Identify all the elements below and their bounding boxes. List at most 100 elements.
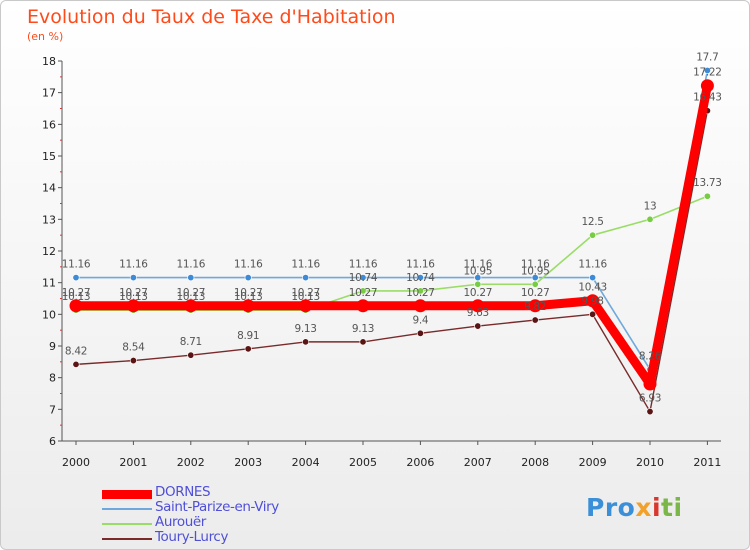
data-label: 11.16 (521, 259, 550, 271)
data-label: 8.91 (237, 330, 259, 342)
series-layer (69, 67, 714, 416)
x-tick-label: 2011 (693, 456, 721, 469)
data-point (359, 338, 367, 346)
x-tick-label: 2006 (406, 456, 434, 469)
data-label: 10.13 (177, 291, 206, 303)
data-point (302, 274, 310, 282)
x-tick-label: 2005 (349, 456, 377, 469)
data-label: 10.27 (234, 287, 263, 299)
data-point (646, 215, 654, 223)
data-point (302, 338, 310, 346)
data-label: 10.13 (119, 291, 148, 303)
data-label: 11.16 (349, 259, 378, 271)
data-point (241, 299, 255, 313)
x-tick-label: 2003 (234, 456, 262, 469)
data-label: 9.82 (524, 301, 546, 313)
data-label: 6.93 (639, 393, 661, 405)
data-label: 10.27 (119, 287, 148, 299)
data-point (187, 351, 195, 359)
data-label: 10.13 (234, 291, 263, 303)
data-point (356, 299, 370, 313)
data-point (69, 299, 83, 313)
data-point (646, 408, 654, 416)
data-label: 11.16 (234, 259, 263, 271)
data-point (413, 299, 427, 313)
x-tick-label: 2008 (521, 456, 549, 469)
data-label: 11.16 (119, 259, 148, 271)
data-label: 8.42 (65, 345, 87, 357)
data-label: 10.95 (464, 265, 493, 277)
data-point (528, 299, 542, 313)
data-label: 11.16 (464, 259, 493, 271)
legend-swatch (102, 508, 152, 510)
data-label: 13 (644, 200, 657, 212)
series-line-3 (75, 110, 709, 413)
data-point (359, 274, 367, 282)
data-label: 8.26 (639, 350, 662, 362)
data-point (703, 192, 711, 200)
x-tick-label: 2000 (62, 456, 90, 469)
y-tick-label: 7 (49, 403, 56, 416)
data-point (416, 329, 424, 337)
data-label: 9.98 (582, 295, 604, 307)
data-point (129, 274, 137, 282)
y-tick-label: 16 (42, 118, 56, 131)
legend-label: Toury-Lurcy (155, 529, 229, 545)
data-point (72, 360, 80, 368)
data-label: 10.27 (291, 287, 320, 299)
data-point (471, 299, 485, 313)
data-point (586, 294, 600, 308)
series-line-1 (75, 69, 709, 371)
data-point (129, 357, 137, 365)
data-label: 9.13 (352, 323, 374, 335)
data-label: 10.27 (62, 287, 91, 299)
x-tick-label: 2002 (177, 456, 205, 469)
data-label: 11.16 (406, 259, 435, 271)
data-label: 10.74 (349, 272, 378, 284)
data-point (700, 79, 714, 93)
data-label: 10.95 (521, 265, 550, 277)
data-label: 10.27 (349, 287, 378, 299)
data-label: 11.16 (62, 259, 91, 271)
data-point (531, 316, 539, 324)
data-label: 10.13 (291, 291, 320, 303)
y-tick-label: 10 (42, 308, 56, 321)
series-line-0 (71, 81, 712, 389)
data-labels-layer: 11.16 11.16 11.16 11.16 11.16 11.16 11.16 11.16… (62, 52, 722, 405)
data-point (187, 274, 195, 282)
data-point (416, 274, 424, 282)
y-tick-label: 15 (42, 150, 56, 163)
chart-unit-label: (en %) (27, 30, 64, 43)
y-tick-label: 6 (49, 435, 56, 448)
y-tick-label: 18 (42, 55, 56, 68)
data-point (359, 287, 367, 295)
data-point (416, 287, 424, 295)
data-point (72, 274, 80, 282)
legend-swatch (102, 523, 152, 525)
data-label: 13.73 (693, 177, 722, 189)
data-point (244, 345, 252, 353)
x-tick-label: 2010 (636, 456, 664, 469)
data-label: 11.16 (291, 259, 320, 271)
x-tick-label: 2009 (579, 456, 607, 469)
y-tick-label: 8 (49, 372, 56, 385)
data-label: 10.27 (464, 287, 493, 299)
legend-label: Saint-Parize-en-Viry (155, 499, 279, 515)
data-point (589, 231, 597, 239)
data-label: 10.27 (406, 287, 435, 299)
data-point (474, 280, 482, 288)
data-label: 11.16 (177, 259, 206, 271)
data-point (531, 280, 539, 288)
legend-swatch (102, 538, 152, 540)
data-label: 11.16 (578, 259, 607, 271)
data-point (703, 67, 711, 75)
y-tick-label: 12 (42, 245, 56, 258)
data-label: 9.4 (412, 314, 428, 326)
data-label: 10.27 (177, 287, 206, 299)
y-tick-label: 13 (42, 213, 56, 226)
data-point (589, 310, 597, 318)
x-tick-label: 2001 (119, 456, 147, 469)
x-tick-label: 2007 (464, 456, 492, 469)
data-point (126, 299, 140, 313)
